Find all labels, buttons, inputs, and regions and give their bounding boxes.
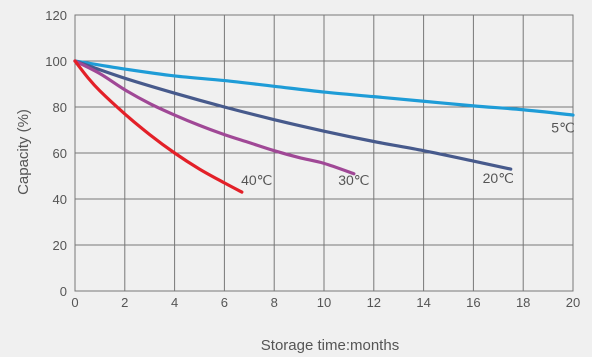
series-label: 40℃ — [241, 172, 272, 188]
series-label: 30℃ — [338, 172, 369, 188]
y-tick-label: 80 — [53, 100, 67, 115]
x-tick-label: 6 — [221, 295, 228, 310]
x-tick-label: 18 — [516, 295, 530, 310]
series-label: 20℃ — [483, 170, 514, 186]
x-tick-label: 16 — [466, 295, 480, 310]
x-tick-label: 2 — [121, 295, 128, 310]
grid — [74, 14, 574, 292]
y-tick-label: 100 — [45, 54, 67, 69]
series-line — [73, 59, 513, 171]
series-line — [73, 59, 575, 117]
x-tick-label: 8 — [271, 295, 278, 310]
series-lines — [73, 59, 575, 194]
y-tick-label: 40 — [53, 192, 67, 207]
series-line — [73, 59, 356, 176]
y-tick-label: 60 — [53, 146, 67, 161]
x-axis-label: Storage time:months — [261, 337, 399, 354]
y-axis-label: Capacity (%) — [15, 109, 32, 195]
tick-labels: 0 2 4 6 8 10 12 14 16 18 20 0 20 40 60 80 100 120 — [45, 8, 580, 310]
y-tick-label: 0 — [60, 284, 67, 299]
x-tick-label: 14 — [416, 295, 430, 310]
x-tick-label: 12 — [367, 295, 381, 310]
y-tick-label: 120 — [45, 8, 67, 23]
x-tick-label: 10 — [317, 295, 331, 310]
series-label: 5℃ — [551, 119, 575, 135]
series-labels: 5℃ 20℃ 30℃ 40℃ — [241, 119, 575, 188]
x-tick-label: 20 — [566, 295, 580, 310]
series-line — [73, 59, 244, 194]
y-tick-label: 20 — [53, 238, 67, 253]
x-tick-label: 4 — [171, 295, 178, 310]
x-tick-label: 0 — [71, 295, 78, 310]
